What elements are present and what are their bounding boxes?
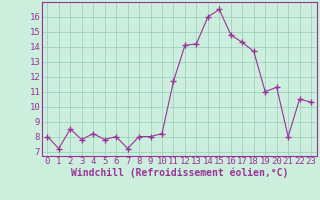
X-axis label: Windchill (Refroidissement éolien,°C): Windchill (Refroidissement éolien,°C) (70, 168, 288, 178)
